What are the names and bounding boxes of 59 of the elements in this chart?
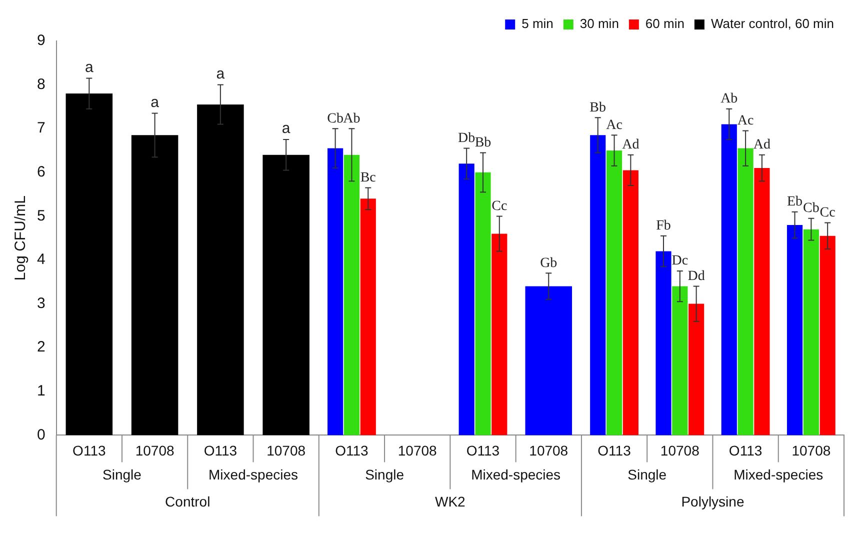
y-tick-label: 9 [37,32,46,50]
x-tick-label: O113 [466,442,500,458]
y-tick-label: 6 [37,164,46,181]
data-label: Ad [753,138,771,153]
x-tick-label: 10708 [529,442,568,458]
y-tick-label: 5 [37,207,46,224]
text: Single [102,466,142,483]
x-tick-label: O113 [598,442,632,458]
text: Mixed-species [471,466,561,483]
data-label: a [150,94,160,111]
data-label: Ad [622,138,640,153]
data-label: a [216,65,226,82]
data-label: Ac [737,113,754,128]
data-label: Ab [720,92,738,107]
y-axis-title: Log CFU/mL [12,196,30,281]
legend-label: 30 min [580,16,619,32]
x-tick-label: 10708 [266,442,306,458]
x-tick-label: 10708 [398,442,438,458]
data-label: Db [458,130,476,146]
x-tick-label: 10708 [135,442,174,458]
data-label: Dc [672,254,688,269]
data-label: Cc [820,205,836,220]
y-tick-label: 7 [37,120,46,137]
x-tick-label: O113 [728,442,762,458]
text: Single [628,466,667,483]
text: Single [365,466,404,483]
y-tick-label: 4 [37,251,46,268]
x-tick-label: O113 [72,442,106,458]
x-tick-label: 10708 [792,442,831,458]
x-tick-label: O113 [335,442,369,458]
data-label: Cb [327,111,344,126]
text: Polylysine [681,494,744,510]
data-label: Gb [540,256,558,271]
data-label: Bb [474,135,492,150]
data-label: Ab [343,111,360,126]
data-label: Dd [688,268,705,284]
y-tick-label: 0 [37,426,46,444]
data-label: Cc [492,198,508,214]
legend-label: 60 min [645,16,684,32]
data-label: Fb [656,218,671,234]
data-label: Cb [803,201,820,216]
data-label: Eb [786,194,803,210]
y-tick-label: 3 [37,294,46,312]
y-tick-label: 2 [37,338,46,356]
y-tick-label: 1 [37,382,46,400]
legend-label: 5 min [522,16,554,32]
data-label: a [282,120,291,138]
legend-label: Water control, 60 min [710,16,834,32]
data-label: Bb [590,100,606,116]
data-label: Ac [606,118,622,133]
text: Control [165,494,210,510]
data-label: Bc [360,170,376,186]
text: WK2 [435,494,466,510]
x-tick-label: O113 [204,442,238,458]
y-tick-label: 8 [37,76,46,93]
x-tick-label: 10708 [660,442,700,458]
text: Mixed-species [208,466,298,483]
text: Mixed-species [734,466,824,483]
data-label: a [84,58,94,76]
